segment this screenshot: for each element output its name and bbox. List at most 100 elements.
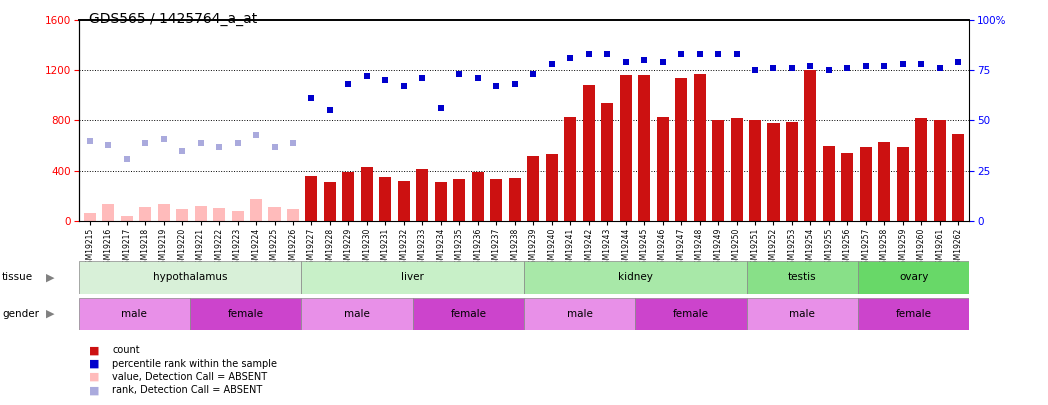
- Text: ■: ■: [89, 345, 100, 355]
- Bar: [934, 121, 946, 221]
- Text: ▶: ▶: [46, 309, 54, 319]
- Bar: [79, 298, 190, 330]
- Point: [230, 139, 246, 146]
- Bar: [324, 182, 336, 221]
- Text: count: count: [112, 345, 139, 355]
- Text: GDS565 / 1425764_a_at: GDS565 / 1425764_a_at: [89, 12, 258, 26]
- Text: female: female: [227, 309, 264, 319]
- Bar: [157, 205, 170, 221]
- Point: [784, 65, 801, 72]
- Bar: [287, 209, 299, 221]
- Bar: [842, 153, 853, 221]
- Point: [358, 73, 375, 80]
- Point: [765, 65, 782, 72]
- Bar: [635, 298, 746, 330]
- Point: [932, 65, 948, 72]
- Point: [617, 59, 634, 66]
- Bar: [250, 199, 262, 221]
- Bar: [195, 206, 206, 221]
- Bar: [746, 298, 858, 330]
- Bar: [746, 261, 858, 294]
- Point: [525, 71, 542, 78]
- Bar: [749, 121, 761, 221]
- Text: tissue: tissue: [2, 273, 34, 282]
- Bar: [416, 169, 429, 221]
- Point: [82, 137, 99, 144]
- Bar: [564, 117, 576, 221]
- Bar: [343, 172, 354, 221]
- Point: [581, 51, 597, 58]
- Bar: [508, 178, 521, 221]
- Bar: [897, 147, 909, 221]
- Bar: [823, 145, 835, 221]
- Bar: [524, 261, 746, 294]
- Point: [857, 63, 874, 70]
- Point: [746, 67, 763, 74]
- Bar: [301, 298, 413, 330]
- Text: liver: liver: [401, 273, 424, 282]
- Bar: [878, 142, 891, 221]
- Bar: [139, 207, 151, 221]
- Text: value, Detection Call = ABSENT: value, Detection Call = ABSENT: [112, 372, 267, 382]
- Point: [709, 51, 726, 58]
- Bar: [301, 261, 524, 294]
- Point: [728, 51, 745, 58]
- Point: [377, 77, 394, 84]
- Point: [673, 51, 690, 58]
- Text: ■: ■: [89, 372, 100, 382]
- Bar: [805, 70, 816, 221]
- Bar: [638, 75, 650, 221]
- Point: [303, 95, 320, 102]
- Point: [488, 83, 505, 90]
- Bar: [860, 147, 872, 221]
- Text: female: female: [896, 309, 932, 319]
- Point: [895, 61, 912, 68]
- Point: [395, 83, 412, 90]
- Text: percentile rank within the sample: percentile rank within the sample: [112, 359, 277, 369]
- Point: [322, 107, 339, 114]
- Text: hypothalamus: hypothalamus: [153, 273, 227, 282]
- Text: ovary: ovary: [899, 273, 929, 282]
- Point: [562, 55, 578, 62]
- Bar: [472, 172, 484, 221]
- Point: [192, 139, 209, 146]
- Point: [100, 141, 116, 148]
- Bar: [176, 209, 188, 221]
- Bar: [858, 298, 969, 330]
- Bar: [524, 298, 635, 330]
- Bar: [767, 123, 780, 221]
- Bar: [953, 134, 964, 221]
- Point: [340, 81, 356, 87]
- Point: [913, 61, 930, 68]
- Point: [470, 75, 486, 82]
- Bar: [413, 298, 524, 330]
- Bar: [435, 182, 446, 221]
- Point: [266, 143, 283, 150]
- Point: [118, 156, 135, 162]
- Bar: [657, 117, 669, 221]
- Bar: [268, 207, 281, 221]
- Text: male: male: [122, 309, 147, 319]
- Bar: [694, 74, 705, 221]
- Point: [247, 131, 264, 138]
- Point: [433, 105, 450, 112]
- Bar: [619, 75, 632, 221]
- Bar: [858, 261, 969, 294]
- Text: male: male: [344, 309, 370, 319]
- Text: testis: testis: [788, 273, 816, 282]
- Bar: [213, 208, 225, 221]
- Bar: [305, 176, 318, 221]
- Text: rank, Detection Call = ABSENT: rank, Detection Call = ABSENT: [112, 386, 262, 395]
- Bar: [84, 213, 95, 221]
- Bar: [602, 103, 613, 221]
- Point: [636, 57, 653, 64]
- Bar: [712, 121, 724, 221]
- Point: [654, 59, 671, 66]
- Point: [802, 63, 818, 70]
- Point: [598, 51, 615, 58]
- Point: [451, 71, 467, 78]
- Bar: [490, 179, 502, 221]
- Bar: [361, 167, 373, 221]
- Bar: [190, 298, 301, 330]
- Bar: [730, 118, 743, 221]
